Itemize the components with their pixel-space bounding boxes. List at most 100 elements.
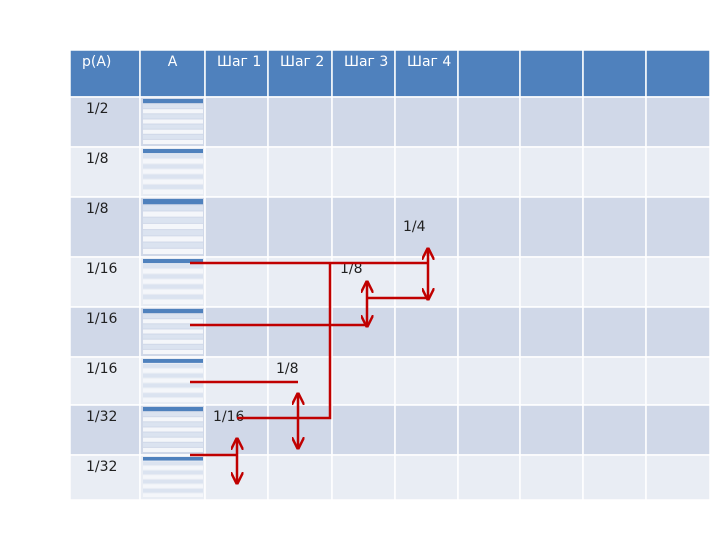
thumb-stripe [143, 461, 203, 466]
cell [457, 306, 521, 358]
merged-probability: 1/8 [340, 261, 363, 277]
thumb-stripe [143, 179, 203, 184]
thumb-stripe [143, 259, 203, 264]
cell [519, 454, 584, 501]
thumb-stripe [143, 388, 203, 393]
probability: 1/16 [86, 361, 118, 377]
cell [582, 356, 647, 406]
thumb-stripe [143, 284, 203, 289]
thumb-stripe [143, 314, 203, 319]
cell [457, 454, 521, 501]
thumb-stripe [143, 129, 203, 134]
cell [69, 49, 141, 98]
thumb-stripe [143, 457, 203, 461]
thumb-stripe [143, 199, 203, 205]
thumb-stripe [143, 437, 203, 442]
cell [645, 404, 711, 456]
cell [69, 306, 141, 358]
cell [267, 146, 333, 198]
thumb-stripe [143, 339, 203, 344]
thumb-stripe [143, 205, 203, 211]
thumb-stripe [143, 484, 203, 488]
thumb-stripe [143, 223, 203, 230]
cell [645, 146, 711, 198]
cell [582, 196, 647, 258]
cell [457, 404, 521, 456]
cell [204, 306, 269, 358]
header-cell: Шаг 3 [344, 54, 388, 70]
thumb-stripe [143, 359, 203, 363]
thumb-stripe [143, 217, 203, 223]
thumb-stripe [143, 329, 203, 334]
cell [204, 256, 269, 308]
thumb-stripe [143, 299, 203, 304]
thumb-stripe [143, 159, 203, 164]
cell [457, 49, 521, 98]
thumb-stripe [143, 412, 203, 417]
thumb-stripe [143, 124, 203, 129]
thumb-stripe [143, 289, 203, 294]
cell [331, 96, 396, 148]
cell [645, 356, 711, 406]
cell [457, 96, 521, 148]
thumb-stripe [143, 139, 203, 144]
cell [394, 256, 459, 308]
thumb-stripe [143, 319, 203, 324]
cell [331, 146, 396, 198]
merged-probability: 1/16 [213, 409, 245, 425]
thumb-stripe [143, 447, 203, 452]
cell [267, 256, 333, 308]
probability: 1/16 [86, 261, 118, 277]
thumb-stripe [143, 104, 203, 109]
thumb-stripe [143, 398, 203, 402]
cell [69, 356, 141, 406]
cell [331, 306, 396, 358]
cell [204, 196, 269, 258]
thumb-stripe [143, 149, 203, 154]
merge-arrows [190, 250, 428, 482]
cell [519, 196, 584, 258]
thumb-stripe [143, 488, 203, 493]
cell [519, 356, 584, 406]
thumb-stripe [143, 242, 203, 248]
cell [645, 454, 711, 501]
probability: 1/32 [86, 409, 117, 425]
thumb-stripe [143, 189, 203, 194]
cell [645, 256, 711, 308]
cell [267, 96, 333, 148]
thumb-stripe [143, 407, 203, 412]
thumb-stripe [143, 442, 203, 447]
thumb-stripe [143, 236, 203, 242]
thumb-stripe [143, 427, 203, 432]
thumb-stripe [143, 154, 203, 159]
thumb-stripe [143, 344, 203, 349]
thumb-stripe [143, 279, 203, 284]
thumb-stripe [143, 432, 203, 437]
thumb-stripe [143, 363, 203, 368]
cell [394, 454, 459, 501]
cell [457, 256, 521, 308]
cell [331, 356, 396, 406]
cell [457, 196, 521, 258]
cell [69, 454, 141, 501]
thumb-stripe [143, 248, 203, 254]
cell [457, 146, 521, 198]
cell [582, 306, 647, 358]
thumb-stripe [143, 378, 203, 383]
thumb-stripe [143, 475, 203, 479]
thumb-stripe [143, 470, 203, 475]
thumb-stripe [143, 349, 203, 354]
cell [582, 96, 647, 148]
cell [645, 306, 711, 358]
cell [582, 146, 647, 198]
thumb-stripe [143, 334, 203, 339]
thumb-stripe [143, 294, 203, 299]
thumb-stripe [143, 99, 203, 104]
thumb-stripe [143, 119, 203, 124]
cell [519, 256, 584, 308]
thumb-stripe [143, 383, 203, 388]
cell [267, 454, 333, 501]
cell [69, 146, 141, 198]
thumb-stripe [143, 211, 203, 217]
